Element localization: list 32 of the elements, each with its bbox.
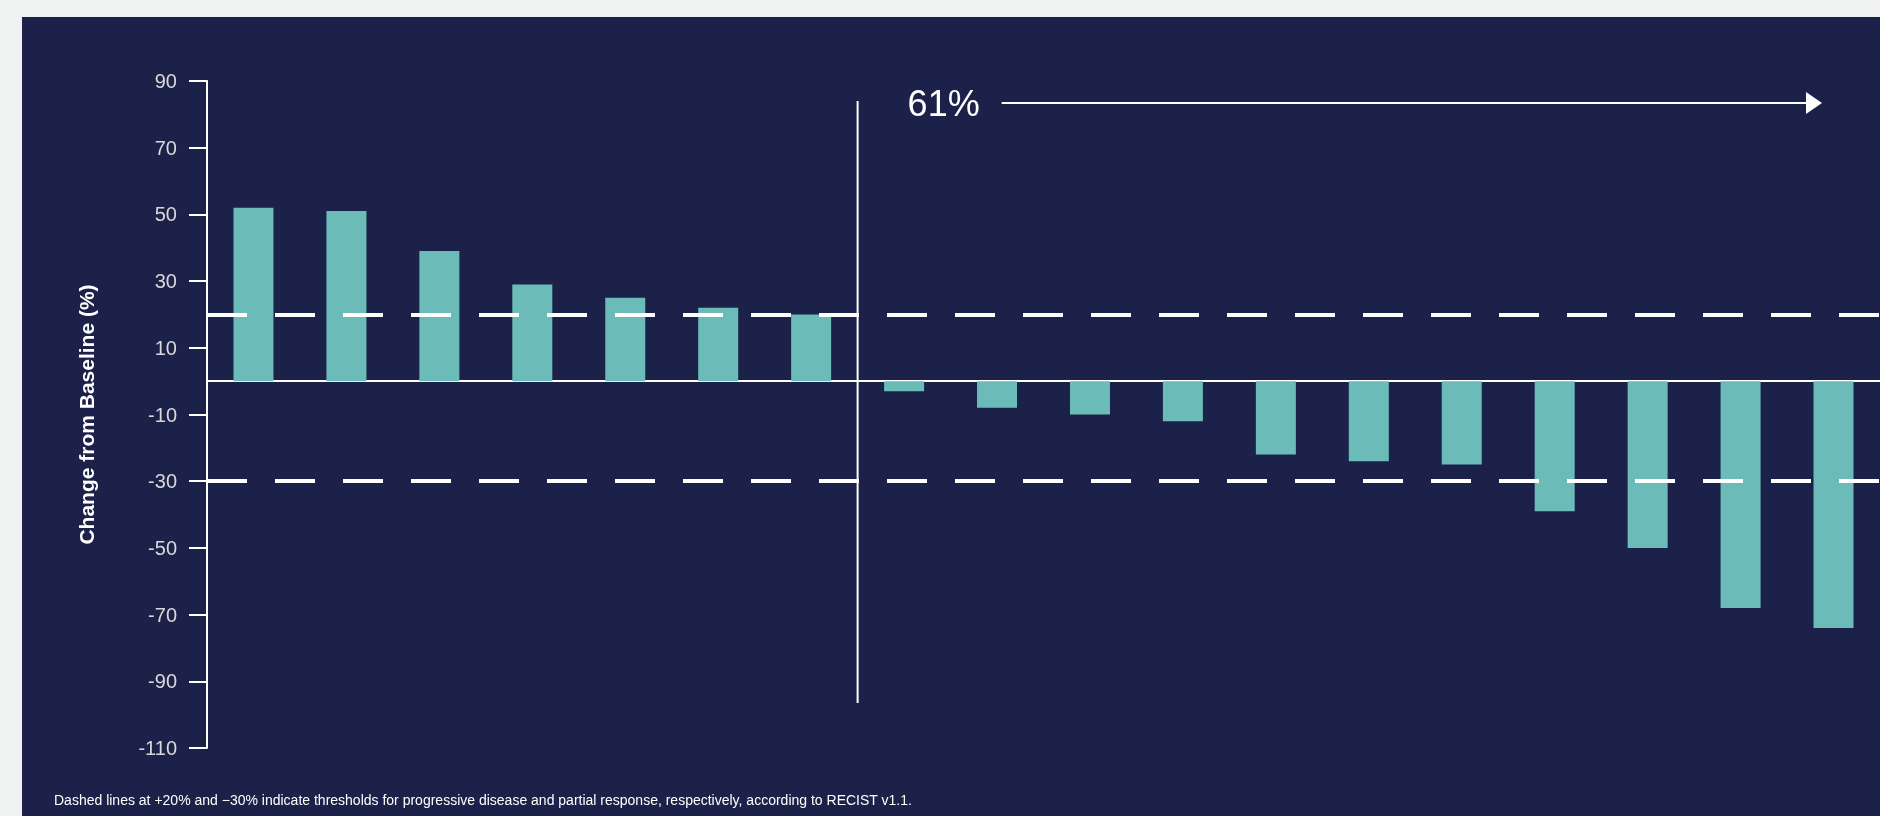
bar <box>1255 381 1296 455</box>
bar <box>1813 381 1854 628</box>
bar <box>419 251 460 382</box>
text: Dashed lines at +20% and −30% indicate thresholds for progressive disease and partial response, respectively, according to RECIST v1.1. <box>54 792 912 808</box>
y-tick-label: -10 <box>148 403 177 426</box>
bar <box>326 211 367 382</box>
y-tick-label: -30 <box>148 470 177 493</box>
bar <box>233 207 274 382</box>
bar <box>791 314 832 382</box>
y-tick-label: 30 <box>154 270 177 293</box>
bar <box>1162 381 1203 422</box>
bar <box>1627 381 1668 548</box>
bar <box>884 381 925 392</box>
bar <box>977 381 1018 408</box>
y-tick-label: -110 <box>138 737 177 759</box>
y-tick-label: 90 <box>154 70 177 92</box>
y-tick-label: 10 <box>154 336 177 359</box>
bar <box>1441 381 1482 465</box>
annotation: 61% <box>907 83 980 124</box>
y-tick-label: 50 <box>154 203 177 226</box>
bar <box>1348 381 1389 462</box>
bar <box>1069 381 1110 415</box>
y-tick-label: -70 <box>148 603 177 626</box>
y-tick-label: -90 <box>148 670 177 693</box>
bar <box>1720 381 1761 608</box>
bar <box>1534 381 1575 512</box>
y-tick-label: -50 <box>148 536 177 559</box>
bar <box>605 297 646 382</box>
bar <box>512 284 553 382</box>
y-tick-label: 70 <box>154 136 177 159</box>
y-axis-title: Change from Baseline (%) <box>75 284 98 545</box>
bar <box>698 307 739 382</box>
